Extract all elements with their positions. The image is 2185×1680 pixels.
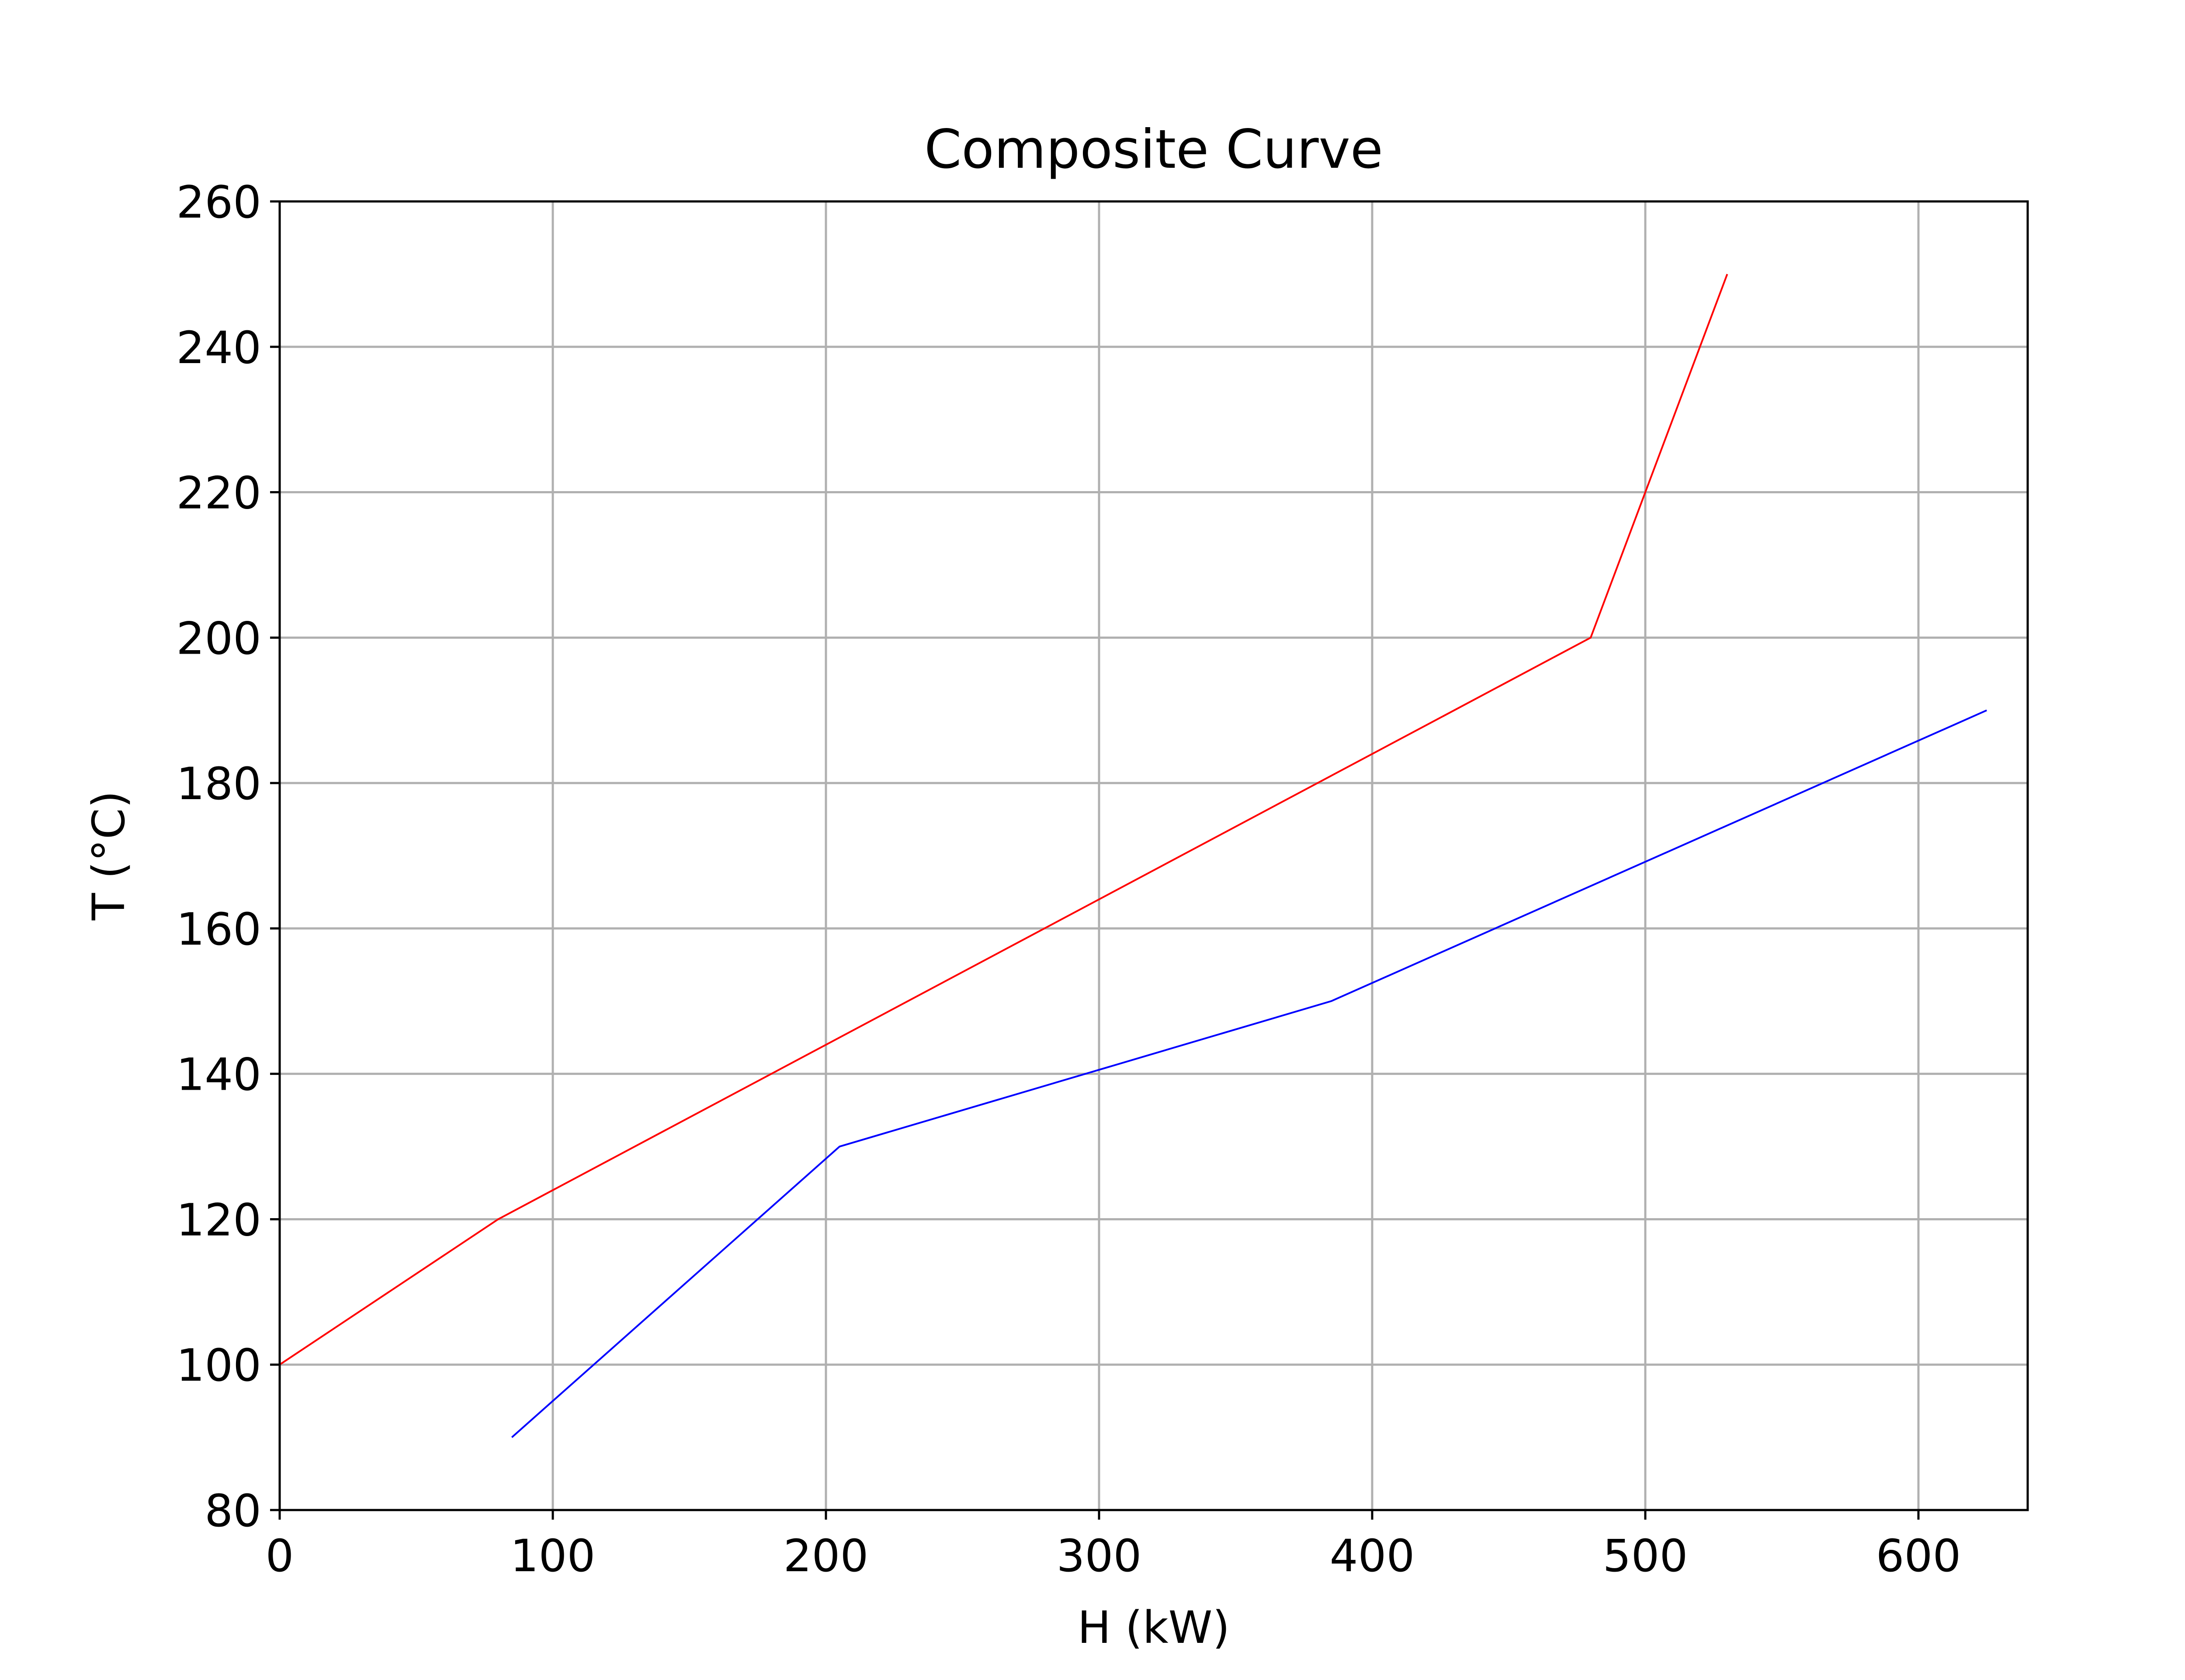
series-lines xyxy=(279,273,1988,1439)
series-1-point xyxy=(1726,273,1729,275)
ticks: 0 100 200 300 400 500 600 80 100 120 140 160 180 200 2… xyxy=(176,177,1961,1582)
y-tick-label: 220 xyxy=(176,468,261,520)
series-2-point xyxy=(1985,709,1988,712)
x-axis-label: H (kW) xyxy=(1078,1602,1230,1654)
series-2-point xyxy=(510,1436,513,1439)
series-line-2 xyxy=(511,709,1987,1438)
y-tick-label: 260 xyxy=(176,177,261,229)
x-tick-label: 0 xyxy=(266,1530,294,1582)
series-1-point xyxy=(497,1218,499,1220)
y-tick-label: 140 xyxy=(176,1049,261,1101)
y-tick-label: 160 xyxy=(176,904,261,956)
y-tick-label: 80 xyxy=(205,1485,261,1537)
y-tick-label: 200 xyxy=(176,613,261,665)
y-axis-label: T (°C) xyxy=(83,791,135,921)
series-2-point xyxy=(838,1145,841,1148)
y-tick-label: 240 xyxy=(176,322,261,374)
series-2-point xyxy=(1330,1000,1332,1002)
plot-frame xyxy=(278,200,2029,1511)
y-tick-label: 180 xyxy=(176,758,261,810)
chart-title: Composite Curve xyxy=(924,118,1383,180)
x-tick-label: 600 xyxy=(1876,1530,1961,1582)
series-line-1 xyxy=(279,274,1728,1365)
x-tick-label: 300 xyxy=(1057,1530,1142,1582)
y-tick-label: 100 xyxy=(176,1340,261,1392)
x-tick-label: 500 xyxy=(1603,1530,1688,1582)
series-1-point xyxy=(1589,636,1592,639)
x-tick-label: 100 xyxy=(510,1530,596,1582)
y-tick-label: 120 xyxy=(176,1194,261,1246)
x-tick-label: 200 xyxy=(784,1530,869,1582)
x-tick-label: 400 xyxy=(1330,1530,1415,1582)
